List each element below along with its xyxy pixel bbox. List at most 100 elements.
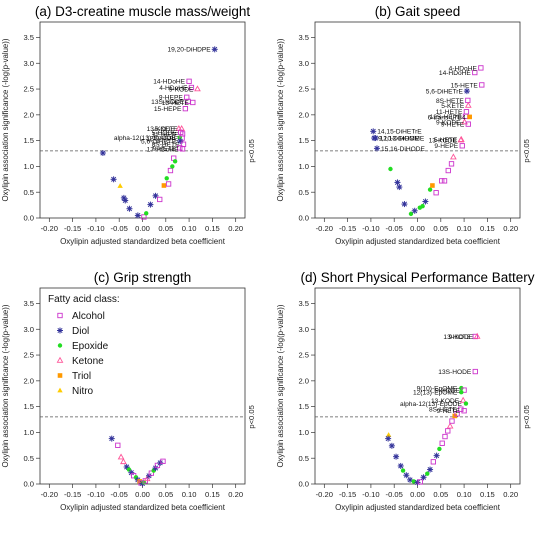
point-diol-stroke (421, 474, 427, 480)
legend-item: Epoxide (57, 341, 109, 352)
y-tick-label: 0.5 (298, 454, 309, 463)
point-alcohol (479, 82, 485, 88)
point-diol-stroke (135, 212, 141, 218)
x-tick-label: -0.05 (111, 490, 128, 499)
point-epoxide (437, 446, 442, 452)
y-tick-label: 2.5 (298, 85, 309, 94)
y-tick-label: 2.5 (23, 351, 34, 360)
y-tick-label: 2.5 (23, 85, 34, 94)
y-tick-label: 3.5 (298, 33, 309, 42)
threshold-label: p<0.05 (522, 405, 531, 428)
point-alcohol (179, 135, 185, 141)
x-tick-label: 0.00 (410, 224, 425, 233)
point-diol (110, 176, 117, 183)
legend-label: Alcohol (72, 311, 105, 322)
legend-item: Nitro (57, 386, 94, 397)
point-ketone (464, 101, 472, 108)
x-axis-label: Oxylipin adjusted standardized beta coef… (60, 503, 226, 512)
x-tick-label: 0.00 (410, 490, 425, 499)
x-tick-label: 0.05 (158, 224, 173, 233)
legend-label: Epoxide (72, 341, 109, 352)
legend-label: Nitro (72, 386, 94, 397)
point-alcohol (465, 97, 471, 104)
point-epoxide (164, 176, 169, 181)
point-diol (385, 435, 392, 442)
point-label: 5-KETE (155, 126, 179, 133)
point-diol-stroke (111, 176, 117, 182)
point-ketone (446, 422, 454, 429)
point-diol-stroke (373, 135, 379, 141)
point-diol-stroke (464, 88, 470, 94)
point-label: 4-HDoHE (449, 65, 478, 72)
y-tick-label: 0.5 (298, 188, 309, 197)
legend-label: Triol (72, 371, 91, 382)
point-diol (393, 453, 400, 460)
point-alcohol (433, 190, 439, 196)
x-tick-label: 0.00 (135, 224, 150, 233)
x-tick-label: 0.10 (182, 224, 197, 233)
point-label: 12S-HEPE (146, 135, 178, 142)
point-ketone (450, 153, 457, 160)
point-diol-stroke (121, 195, 127, 201)
point-ketone (457, 135, 465, 142)
point-triol (467, 114, 472, 120)
point-diol-stroke (126, 206, 133, 212)
point-epoxide (420, 203, 425, 209)
point-epoxide (144, 211, 149, 216)
x-tick-label: -0.10 (362, 224, 379, 233)
chart-title: (c) Grip strength (94, 270, 192, 285)
x-tick-label: 0.05 (433, 224, 448, 233)
x-tick-label: -0.10 (87, 490, 104, 499)
point-diol (433, 452, 440, 459)
x-tick-label: -0.20 (41, 224, 58, 233)
point-diol (128, 469, 135, 476)
point-epoxide (57, 343, 63, 348)
point-diol (99, 150, 106, 157)
y-tick-label: 3.5 (298, 299, 309, 308)
point-ketone (117, 453, 125, 460)
point-epoxide (427, 187, 433, 192)
y-tick-label: 1.5 (23, 136, 34, 145)
point-diol-stroke (370, 128, 376, 134)
point-epoxide (425, 471, 430, 476)
point-label: 13S-HODE (438, 369, 472, 376)
point-label: 13-KODE (429, 138, 458, 145)
point-diol-stroke (57, 327, 63, 334)
point-triol (57, 373, 63, 378)
y-tick-label: 0.0 (298, 214, 309, 223)
x-tick-label: -0.15 (339, 490, 356, 499)
point-diol (157, 459, 164, 466)
point-alcohol (454, 411, 460, 417)
point-alcohol (478, 65, 484, 71)
point-diol (108, 435, 115, 442)
point-alcohol (448, 161, 455, 167)
chart-title: (b) Gait speed (375, 4, 461, 19)
x-tick-label: 0.10 (182, 490, 197, 499)
x-tick-label: 0.05 (433, 490, 448, 499)
point-alcohol (430, 459, 436, 465)
x-tick-label: 0.10 (457, 224, 472, 233)
point-diol-stroke (401, 201, 408, 207)
point-label: 19,20-DiHDPE (167, 47, 211, 54)
point-diol (414, 479, 421, 486)
point-alcohol (463, 109, 470, 115)
legend-label: Ketone (72, 356, 104, 367)
point-diol (396, 184, 403, 191)
point-epoxide (172, 159, 178, 164)
point-label: 9-HETE (437, 408, 461, 415)
chart-panel: (d) Short Physical Performance Battery -0… (276, 270, 535, 512)
x-axis-label: Oxylipin adjusted standardized beta coef… (335, 503, 501, 512)
y-tick-label: 1.0 (298, 428, 309, 437)
point-alcohol (188, 84, 195, 91)
point-alcohol (157, 196, 163, 203)
point-nitro (117, 183, 123, 188)
x-tick-label: 0.15 (205, 224, 220, 233)
point-ketone (56, 356, 64, 363)
y-tick-label: 0.5 (23, 188, 34, 197)
point-diol-stroke (389, 443, 395, 449)
x-tick-label: -0.05 (111, 224, 128, 233)
point-alcohol (417, 479, 423, 485)
point-alcohol (441, 178, 448, 184)
